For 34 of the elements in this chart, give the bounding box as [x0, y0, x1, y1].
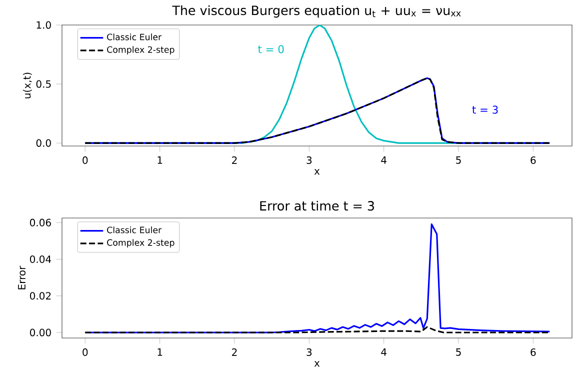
x-tick-label: 0: [82, 156, 88, 164]
x-axis-title: x: [314, 361, 320, 367]
x-tick-label: 2: [232, 348, 237, 356]
x-tick-label: 0: [82, 348, 88, 356]
chart-title: The viscous Burgers equation u$_{t}$ + uu$_{x}$ = νu$_{xx}$: [172, 5, 461, 18]
legend-label: Complex 2-step: [107, 239, 174, 248]
x-tick-label: 3: [306, 348, 312, 356]
y-axis-title: u(x,t): [22, 72, 32, 98]
y-tick-label: 0.5: [36, 80, 51, 88]
x-tick-label: 1: [158, 348, 162, 356]
x-axis-title: x: [314, 169, 320, 175]
x-tick-label: 4: [381, 156, 386, 164]
x-tick-label: 2: [232, 156, 237, 164]
y-tick-label: 0.02: [30, 292, 51, 300]
x-tick-label: 4: [381, 348, 386, 356]
chart-title: Error at time t = 3: [260, 200, 374, 211]
x-tick-label: 1: [158, 156, 162, 164]
x-tick-label: 6: [530, 348, 536, 356]
y-tick-label: 0.0: [36, 139, 51, 147]
legend-label: Classic Euler: [107, 34, 162, 40]
legend-label: Complex 2-step: [107, 46, 174, 55]
x-tick-label: 3: [306, 156, 312, 164]
y-tick-label: 0.04: [30, 255, 52, 264]
x-tick-label: 5: [456, 348, 461, 356]
x-tick-label: 5: [456, 156, 461, 164]
annotation: t = 3: [472, 106, 498, 114]
legend-label: Classic Euler: [107, 226, 162, 234]
y-tick-label: 1.0: [36, 21, 51, 29]
y-tick-label: 0.06: [30, 218, 51, 226]
y-axis-title: Error: [18, 266, 26, 290]
y-tick-label: 0.00: [30, 328, 51, 336]
annotation: t = 0: [258, 45, 284, 54]
line-series: [84, 77, 550, 144]
x-tick-label: 6: [530, 156, 536, 164]
